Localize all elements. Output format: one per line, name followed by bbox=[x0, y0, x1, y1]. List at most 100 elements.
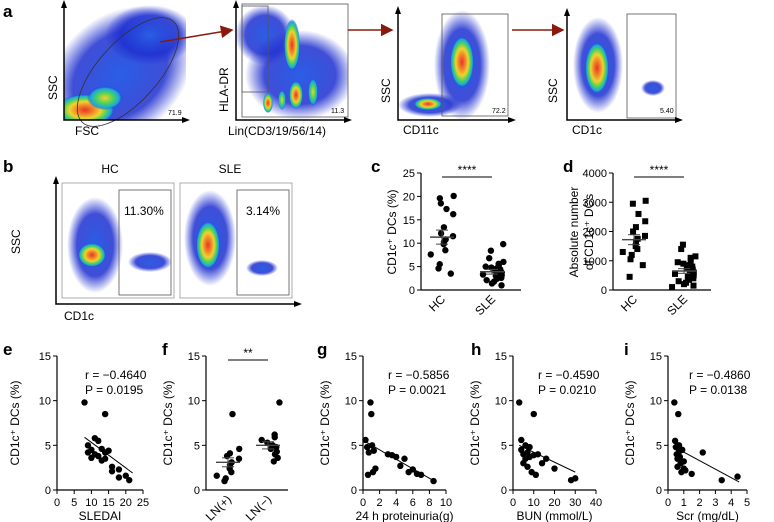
panel-e-label: e bbox=[3, 340, 12, 359]
data-point bbox=[449, 232, 457, 240]
data-point bbox=[271, 434, 278, 441]
x-tick-label: 3 bbox=[712, 497, 718, 509]
x-category-label: HC bbox=[426, 292, 448, 314]
correlation-p: P = 0.0210 bbox=[538, 383, 596, 397]
axis-arrow bbox=[53, 176, 59, 184]
data-point bbox=[372, 465, 379, 472]
data-point bbox=[679, 241, 686, 248]
x-category-label: LN(+) bbox=[203, 492, 234, 522]
x-axis-label: SLEDAI bbox=[79, 509, 122, 522]
x-tick-label: 15 bbox=[102, 497, 114, 509]
gate-rect bbox=[626, 13, 677, 119]
y-tick-label: 2000 bbox=[583, 227, 607, 239]
data-point bbox=[95, 437, 102, 445]
y-axis-label: SSC bbox=[9, 229, 23, 254]
data-point bbox=[367, 399, 374, 406]
y-tick-label: 0 bbox=[194, 485, 200, 497]
x-tick-label: 10 bbox=[528, 497, 540, 509]
density-cloud bbox=[128, 252, 172, 272]
density-hotspot bbox=[263, 93, 273, 113]
data-point bbox=[450, 210, 457, 218]
hc-percent: 11.30% bbox=[124, 204, 164, 218]
y-tick-label: 10 bbox=[39, 396, 51, 408]
data-point bbox=[370, 447, 377, 454]
regression-line bbox=[672, 445, 740, 483]
data-point bbox=[108, 463, 116, 470]
axis-lines bbox=[235, 4, 348, 121]
data-point bbox=[486, 254, 493, 262]
y-tick-label: 0 bbox=[45, 485, 51, 497]
y-tick-label: 0 bbox=[501, 485, 507, 497]
density-cloud bbox=[245, 30, 348, 120]
axis-arrow bbox=[344, 117, 352, 123]
data-point bbox=[437, 230, 445, 237]
data-point bbox=[122, 472, 129, 479]
data-point bbox=[626, 273, 633, 280]
y-tick-label: 5 bbox=[194, 440, 200, 452]
density-hotspot bbox=[289, 81, 303, 109]
panel-a-plot-3: 72.2 CD11c SSC bbox=[379, 6, 516, 137]
data-point bbox=[690, 275, 697, 282]
data-point bbox=[479, 271, 487, 278]
correlation-r: r = −0.4590 bbox=[538, 368, 600, 382]
plot-title-sle: SLE bbox=[219, 162, 242, 176]
data-point bbox=[699, 449, 706, 456]
density-cloud bbox=[105, 5, 186, 65]
density-cloud bbox=[246, 260, 278, 276]
hc-plot-frame bbox=[61, 182, 175, 299]
axis-arrow bbox=[233, 0, 239, 8]
data-point bbox=[276, 399, 283, 406]
gate-rect-inner bbox=[241, 5, 269, 93]
y-axis-label-line2: of CD1c⁺ DCs bbox=[582, 194, 596, 270]
regression-line bbox=[363, 440, 435, 482]
x-axis-label: BUN (mmol/L) bbox=[516, 509, 592, 522]
y-axis-label: CD1c⁺ DCs (%) bbox=[468, 380, 482, 465]
data-point bbox=[628, 251, 635, 258]
data-point bbox=[105, 447, 112, 454]
x-tick-label: 6 bbox=[410, 497, 416, 509]
y-tick-label: 15 bbox=[403, 215, 415, 227]
data-point bbox=[436, 195, 444, 202]
data-point bbox=[674, 259, 681, 266]
data-point bbox=[627, 256, 634, 263]
data-point bbox=[213, 472, 220, 479]
hc-gate bbox=[118, 189, 172, 296]
data-point bbox=[676, 453, 684, 461]
x-tick-label: 30 bbox=[569, 497, 581, 509]
x-tick-label: 0 bbox=[510, 497, 516, 509]
data-point bbox=[235, 455, 243, 462]
panel-h-label: h bbox=[471, 340, 481, 359]
y-axis-label: HLA-DR bbox=[217, 67, 231, 112]
data-point bbox=[437, 200, 445, 207]
x-tick-label: 4 bbox=[728, 497, 734, 509]
correlation-p: P = 0.0195 bbox=[85, 383, 143, 397]
x-tick-label: 20 bbox=[120, 497, 132, 509]
significance-marker: **** bbox=[458, 163, 477, 177]
data-point bbox=[442, 247, 449, 254]
data-point bbox=[692, 253, 699, 260]
data-point bbox=[639, 262, 646, 269]
correlation-p: P = 0.0138 bbox=[689, 383, 747, 397]
y-tick-label: 10 bbox=[188, 396, 200, 408]
data-point bbox=[680, 260, 687, 267]
x-category-label: HC bbox=[618, 292, 640, 314]
correlation-r: r = −0.5856 bbox=[388, 368, 450, 382]
data-point bbox=[632, 238, 639, 245]
y-tick-label: 5 bbox=[351, 440, 357, 452]
y-tick-label: 15 bbox=[188, 351, 200, 363]
density-hotspot bbox=[78, 243, 106, 267]
y-axis-label: CD1c⁺ DCs (%) bbox=[623, 380, 637, 465]
y-tick-label: 10 bbox=[345, 396, 357, 408]
data-point bbox=[630, 228, 637, 235]
data-point bbox=[687, 257, 694, 264]
data-point bbox=[362, 436, 369, 444]
data-point bbox=[397, 462, 404, 470]
gate-value: 71.9 bbox=[168, 110, 182, 117]
y-axis-label: SSC bbox=[46, 75, 60, 100]
data-point bbox=[482, 263, 489, 270]
data-point bbox=[427, 251, 434, 258]
y-tick-label: 0 bbox=[656, 485, 662, 497]
x-tick-label: 25 bbox=[137, 497, 149, 509]
